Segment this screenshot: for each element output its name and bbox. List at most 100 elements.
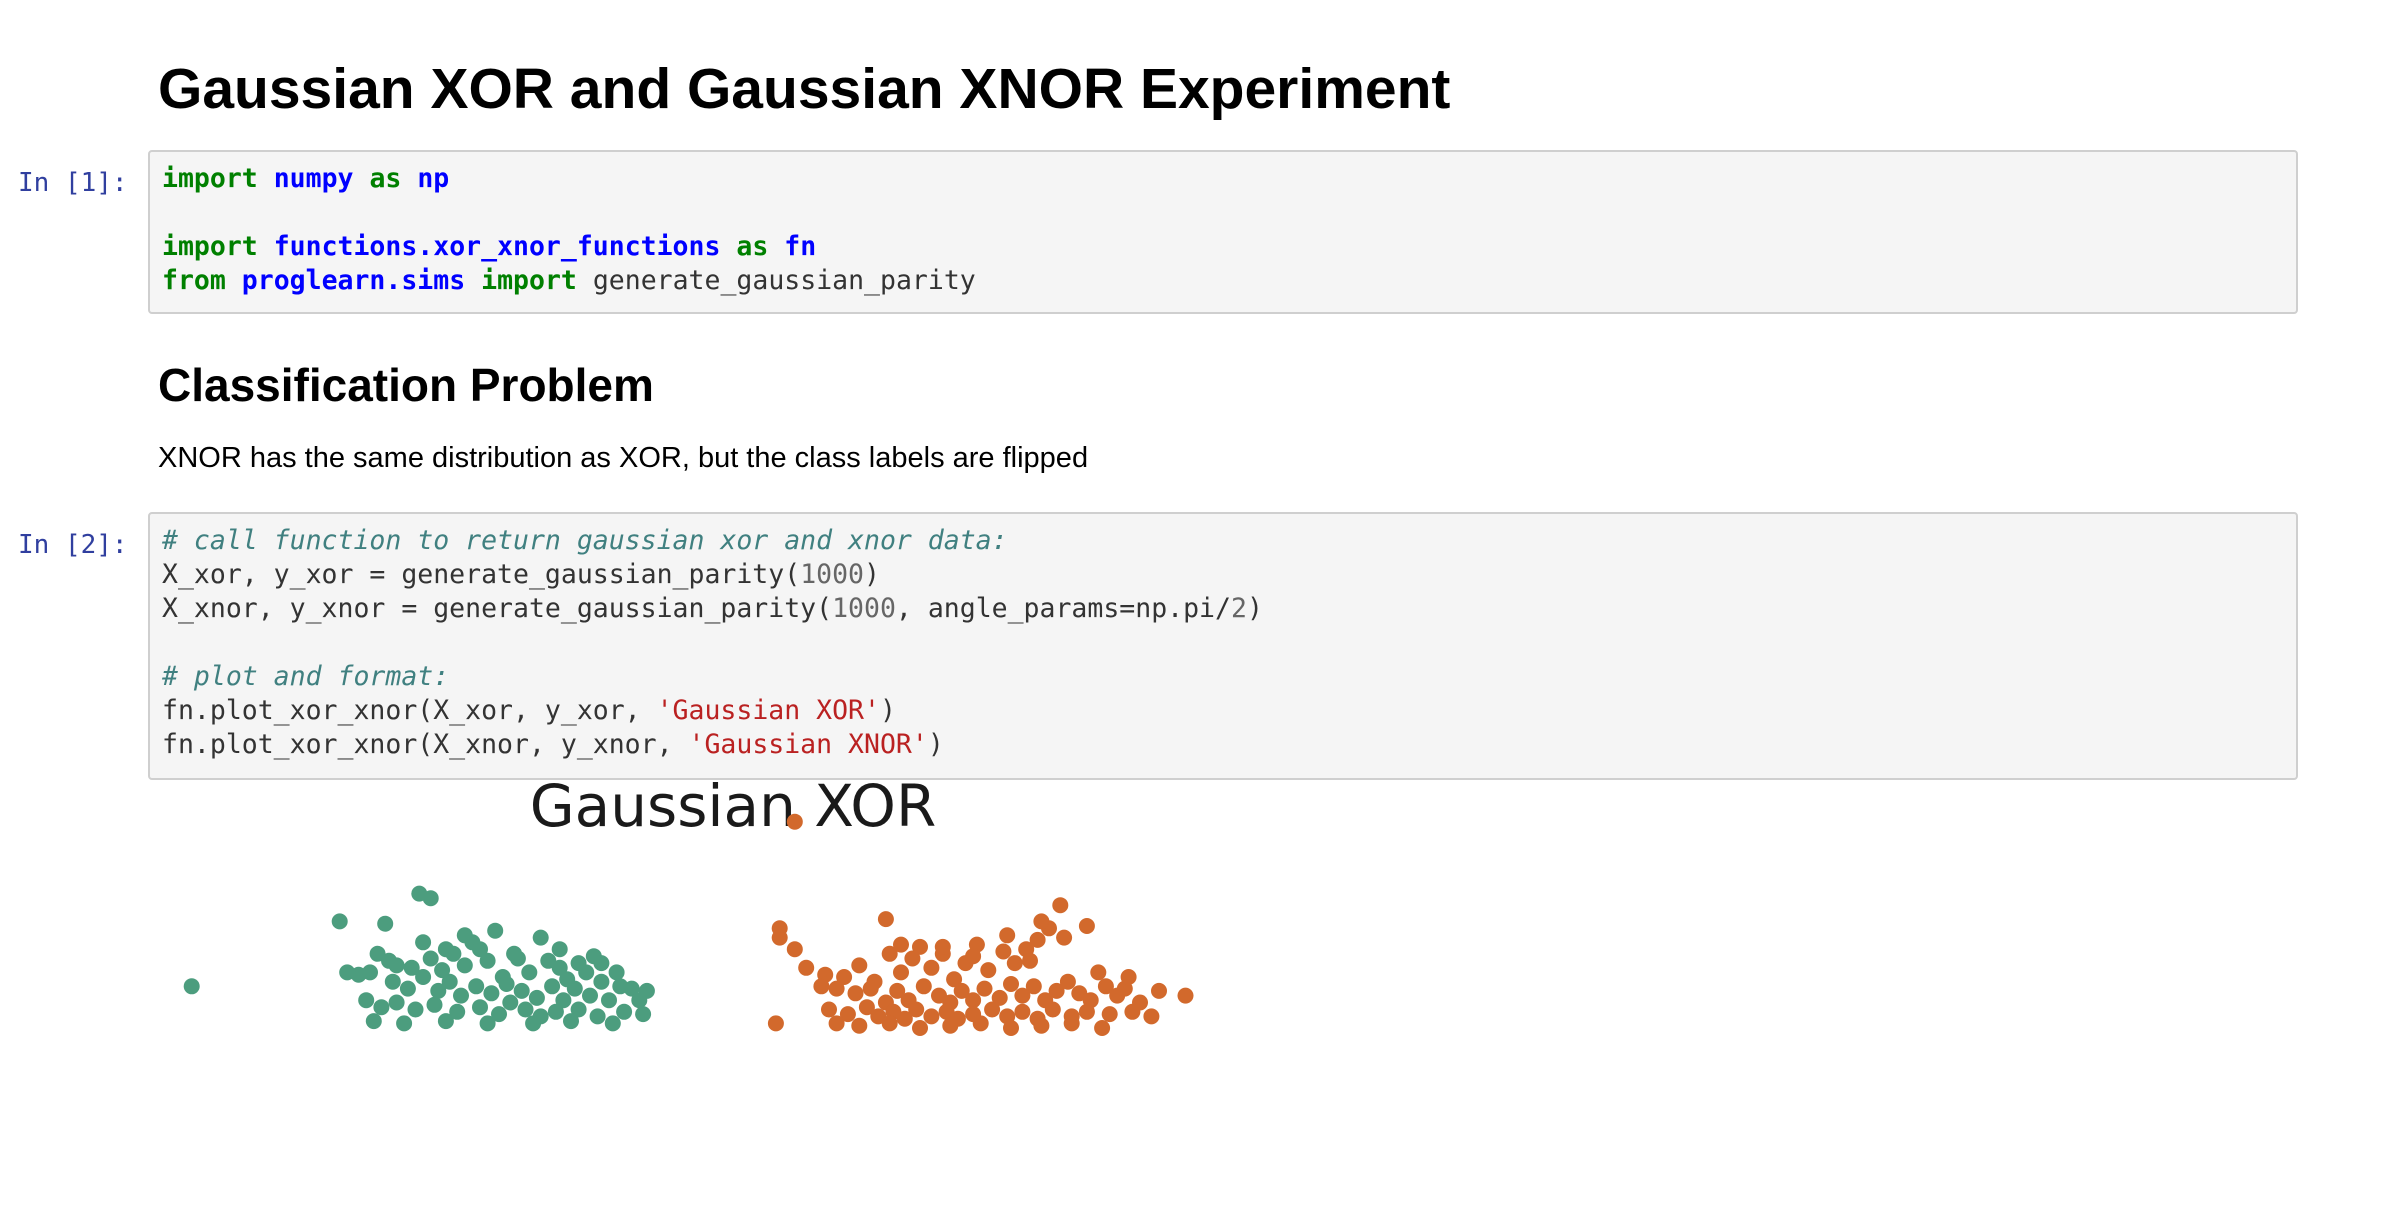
- code-token: ): [1246, 593, 1263, 624]
- code-cell-1-source[interactable]: import numpy as np import functions.xor_…: [162, 162, 2284, 298]
- code-token: 1000: [800, 559, 865, 590]
- point-class-0: [525, 1015, 542, 1032]
- point-class-1: [912, 1020, 928, 1036]
- point-class-1: [881, 1015, 898, 1032]
- point-class-1: [1078, 918, 1095, 934]
- code-token: generate_gaussian_parity: [576, 265, 976, 296]
- point-class-0: [472, 999, 488, 1016]
- point-class-1: [984, 1001, 1001, 1018]
- point-class-0: [509, 950, 526, 967]
- code-token: import: [162, 231, 258, 262]
- point-class-1: [786, 813, 803, 830]
- point-class-1: [1048, 982, 1065, 999]
- point-class-1: [972, 1015, 989, 1032]
- point-class-1: [1124, 1003, 1141, 1020]
- point-class-0: [377, 915, 394, 932]
- point-class-0: [570, 1001, 587, 1018]
- code-cell-2[interactable]: # call function to return gaussian xor a…: [148, 512, 2298, 780]
- point-class-0: [403, 959, 420, 976]
- point-class-1: [821, 1001, 837, 1018]
- point-class-0: [373, 999, 390, 1016]
- point-class-1: [1025, 978, 1042, 995]
- point-class-1: [999, 927, 1016, 944]
- section-heading: Classification Problem: [158, 359, 654, 411]
- point-class-1: [942, 1017, 959, 1034]
- code-token: fn: [784, 231, 817, 262]
- code-token: fn.plot_xor_xnor(X_xnor, y_xnor,: [162, 729, 689, 760]
- point-class-1: [786, 941, 803, 958]
- point-class-1: [1063, 1015, 1080, 1032]
- point-class-0: [437, 941, 454, 958]
- code-token: [258, 231, 274, 262]
- cell-2-prompt: In [2]:: [18, 530, 128, 560]
- point-class-1: [858, 999, 875, 1016]
- point-class-1: [839, 1006, 856, 1023]
- point-class-1: [1014, 987, 1031, 1004]
- point-class-0: [422, 890, 439, 907]
- point-class-1: [934, 938, 951, 955]
- point-class-0: [582, 987, 598, 1004]
- code-token: , angle_params=np.pi/: [895, 593, 1231, 624]
- point-class-0: [547, 1003, 564, 1020]
- code-token: [258, 163, 274, 194]
- point-class-0: [551, 941, 568, 958]
- point-class-0: [528, 989, 545, 1006]
- point-class-1: [908, 1001, 925, 1018]
- point-class-1: [1029, 931, 1046, 948]
- point-class-0: [415, 934, 432, 951]
- point-class-1: [1003, 1020, 1019, 1036]
- cell-1-prompt: In [1]:: [18, 168, 128, 198]
- point-class-1: [1033, 913, 1050, 930]
- point-class-1: [912, 938, 928, 955]
- point-class-1: [851, 1017, 868, 1034]
- point-class-0: [362, 964, 378, 981]
- point-class-1: [995, 943, 1012, 960]
- point-class-1: [980, 962, 997, 979]
- point-class-0: [487, 922, 504, 939]
- point-class-0: [601, 992, 617, 1009]
- point-class-0: [498, 976, 515, 992]
- point-class-0: [479, 952, 496, 969]
- point-class-1: [904, 950, 921, 967]
- point-class-1: [862, 980, 879, 997]
- point-class-0: [612, 978, 629, 995]
- code-token: numpy: [273, 163, 354, 194]
- point-class-1: [1014, 1003, 1031, 1020]
- point-class-1: [953, 982, 970, 999]
- point-class-1: [1078, 1003, 1095, 1020]
- code-token: [401, 163, 417, 194]
- point-class-0: [358, 992, 375, 1009]
- point-class-0: [638, 982, 655, 999]
- point-class-1: [893, 936, 909, 953]
- code-token: [353, 163, 369, 194]
- point-class-0: [635, 1006, 652, 1023]
- code-cell-1[interactable]: import numpy as np import functions.xor_…: [148, 150, 2298, 314]
- point-class-1: [767, 1015, 784, 1032]
- point-class-1: [1059, 973, 1076, 990]
- point-class-0: [491, 1006, 507, 1023]
- point-class-1: [1143, 1008, 1160, 1025]
- scatter-points: [183, 813, 1194, 1036]
- code-token: import: [481, 265, 577, 296]
- point-class-0: [593, 955, 610, 972]
- code-token: 'Gaussian XOR': [656, 695, 880, 726]
- point-class-1: [923, 959, 940, 976]
- point-class-0: [555, 992, 572, 1009]
- point-class-0: [384, 973, 401, 990]
- code-token: ): [927, 729, 944, 760]
- point-class-1: [946, 971, 963, 988]
- point-class-1: [1094, 1020, 1111, 1036]
- code-cell-2-source[interactable]: # call function to return gaussian xor a…: [162, 524, 2284, 762]
- point-class-1: [1006, 955, 1023, 972]
- point-class-0: [578, 964, 595, 981]
- point-class-0: [407, 1001, 424, 1018]
- point-class-1: [836, 969, 853, 985]
- code-token: np: [417, 163, 450, 194]
- code-token: # call function to return gaussian xor a…: [162, 525, 1008, 556]
- point-class-1: [877, 911, 894, 928]
- code-token: [226, 265, 242, 296]
- code-token: proglearn.sims: [241, 265, 466, 296]
- point-class-1: [1056, 929, 1073, 946]
- point-class-0: [396, 1015, 413, 1032]
- point-class-1: [923, 1008, 940, 1025]
